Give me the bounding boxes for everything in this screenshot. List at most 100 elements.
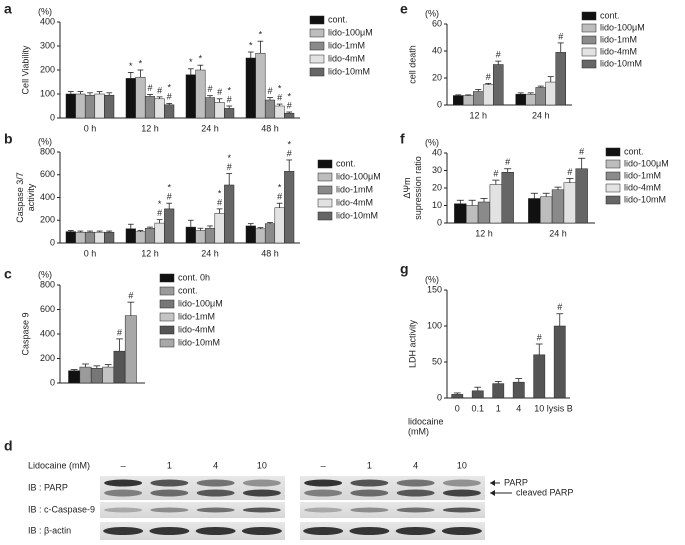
legend-label: lido-4mM <box>336 197 373 207</box>
lane-label: 4 <box>413 460 418 470</box>
blot-band <box>241 527 282 535</box>
bar <box>563 182 577 224</box>
bar <box>214 213 225 244</box>
bar <box>533 354 546 399</box>
y-tick-label: 0 <box>50 377 55 387</box>
blot-band <box>303 527 344 535</box>
significance-mark: # <box>277 92 282 102</box>
x-tick-label: 12 h <box>475 228 493 238</box>
y-axis-label: Caspase 9 <box>20 312 30 355</box>
bar <box>144 96 156 119</box>
bar <box>465 205 479 224</box>
bar <box>525 93 536 106</box>
x-tick-label: 4 <box>516 403 521 413</box>
significance-mark: * <box>189 57 193 67</box>
bar <box>274 105 285 119</box>
y-tick-label: 300 <box>40 40 55 50</box>
bar <box>471 390 484 399</box>
bar <box>75 93 86 119</box>
legend-label: lido-4mM <box>600 46 637 56</box>
panel-letter: d <box>4 438 13 454</box>
bar <box>79 366 92 384</box>
y-tick-label: 0 <box>437 392 442 402</box>
legend-swatch <box>605 147 621 157</box>
blot-axis-label: Lidocaine (mM) <box>28 460 90 470</box>
x-tick-label: 48 h <box>261 248 279 258</box>
y-axis-label: ΔΨm <box>402 177 412 198</box>
legend-swatch <box>159 299 175 309</box>
significance-mark: # <box>277 192 282 202</box>
legend-label: lido-10mM <box>624 194 666 204</box>
legend-swatch <box>581 23 597 33</box>
legend-label: cont. <box>178 285 198 295</box>
bar <box>84 231 96 244</box>
x-tick-label: 12 h <box>141 248 159 258</box>
bar <box>94 93 105 119</box>
x-tick-label: 0 h <box>84 123 97 133</box>
legend-label: cont. <box>624 146 644 156</box>
significance-mark: # <box>496 50 501 60</box>
y-tick-label: 20 <box>432 72 442 82</box>
bar <box>154 222 165 244</box>
bar <box>65 93 76 119</box>
bar <box>545 81 556 106</box>
bar <box>104 231 115 244</box>
panel-letter: g <box>400 261 409 277</box>
bar <box>90 368 103 384</box>
blot-band <box>104 489 143 497</box>
significance-mark: * <box>278 83 282 93</box>
legend-label: lido-10mM <box>600 58 642 68</box>
blot-strip <box>100 502 285 518</box>
significance-mark: * <box>249 40 253 50</box>
legend-swatch <box>309 28 325 38</box>
arrow-label: cleaved PARP <box>516 487 573 497</box>
y-axis-label: LDH activity <box>407 319 417 368</box>
blot-band <box>196 479 235 487</box>
bar <box>84 94 96 119</box>
bar <box>255 52 266 119</box>
bar <box>451 394 464 399</box>
legend-swatch <box>605 159 621 169</box>
blot-band <box>396 479 435 487</box>
blot-strip <box>300 522 485 540</box>
x-tick-label: 48 h <box>261 123 279 133</box>
bar <box>154 98 165 119</box>
legend-label: lido-10mM <box>178 337 220 347</box>
legend-label: cont. 0h <box>178 272 210 282</box>
bar <box>245 57 256 119</box>
blot-band <box>150 479 189 487</box>
significance-mark: # <box>117 327 122 337</box>
significance-mark: * <box>158 199 162 209</box>
bar <box>185 226 196 244</box>
significance-mark: # <box>567 167 572 177</box>
legend-label: lido-1mM <box>178 311 215 321</box>
bar <box>553 325 566 399</box>
bar <box>224 108 235 119</box>
y-tick-label: 400 <box>40 328 55 338</box>
blot-band <box>150 507 189 513</box>
significance-mark: # <box>287 148 292 158</box>
panel-letter: f <box>400 131 405 147</box>
bar <box>113 350 126 384</box>
legend-label: lido-1mM <box>600 34 637 44</box>
y-tick-label: 100 <box>40 88 55 98</box>
bar <box>204 227 216 244</box>
legend-label: lido-100μM <box>600 22 645 32</box>
panel-letter: a <box>4 1 12 17</box>
lane-label: 10 <box>257 460 267 470</box>
legend-swatch <box>309 54 325 64</box>
bar <box>483 84 494 106</box>
y-tick-label: 200 <box>40 353 55 363</box>
bar <box>535 87 546 106</box>
significance-mark: # <box>505 157 510 167</box>
y-tick-label: 40 <box>432 45 442 55</box>
blot-band <box>441 527 482 535</box>
significance-mark: # <box>267 86 272 96</box>
legend-label: lido-100μM <box>328 27 373 37</box>
legend-swatch <box>581 11 597 21</box>
x-tick-label: 24 h <box>532 110 550 120</box>
blot-band <box>304 507 343 513</box>
blot-band <box>103 527 144 535</box>
row-label: IB : PARP <box>28 482 68 492</box>
legend-swatch <box>159 338 175 348</box>
